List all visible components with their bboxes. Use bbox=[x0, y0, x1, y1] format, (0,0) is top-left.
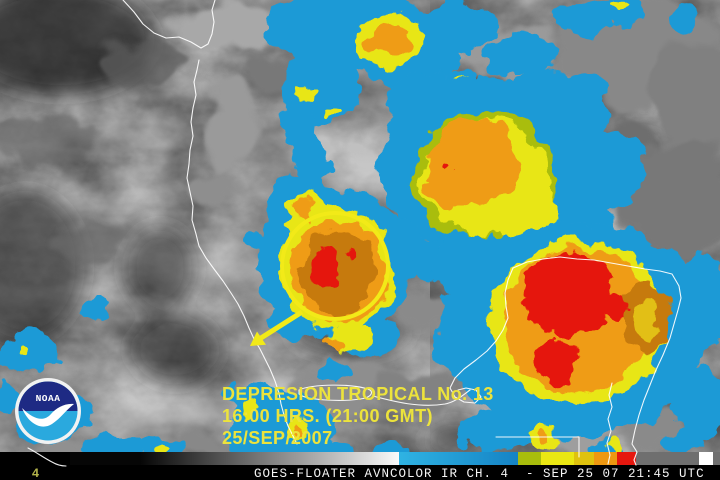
noaa-logo-upper-hemisphere bbox=[18, 381, 78, 411]
storm-arrow-shaft bbox=[259, 309, 304, 341]
coastline-lagoon bbox=[298, 384, 373, 401]
convective-system-southeast bbox=[430, 222, 720, 458]
storm-label-line3: 25/SEP/2007 bbox=[222, 428, 332, 448]
coastline-gulf-entrance bbox=[122, 0, 216, 49]
storm-label-line1: DEPRESION TROPICAL No. 13 bbox=[222, 384, 494, 404]
storm-circle-icon bbox=[280, 211, 390, 321]
coastline-inner-border bbox=[606, 382, 613, 465]
coastline-overlay bbox=[27, 0, 682, 467]
storm-marker-annotation bbox=[250, 211, 390, 346]
coastline-lagoon-east bbox=[372, 389, 471, 406]
storm-arrowhead-icon bbox=[250, 331, 266, 346]
gridline-segment bbox=[495, 436, 580, 458]
coastline-southeast-west-side bbox=[449, 267, 514, 404]
noaa-logo-label: NOAA bbox=[36, 393, 61, 404]
channel-indicator: 4 bbox=[32, 467, 41, 480]
coastline-southeast-outline bbox=[512, 256, 682, 466]
noaa-logo: NOAA bbox=[15, 378, 81, 444]
storm-label-line2: 16:00 HRS. (21:00 GMT) bbox=[222, 406, 433, 426]
status-caption: GOES-FLOATER AVNCOLOR IR CH. 4 - SEP 25 … bbox=[254, 467, 705, 480]
ir-enhancement-colorbar bbox=[70, 452, 720, 465]
coastline-bottom-left bbox=[27, 447, 67, 467]
storm-label: DEPRESION TROPICAL No. 13 16:00 HRS. (21… bbox=[222, 384, 494, 448]
convective-system-central bbox=[380, 70, 655, 283]
seagull-icon bbox=[22, 403, 74, 427]
coastline-mexico-pacific bbox=[186, 59, 298, 445]
